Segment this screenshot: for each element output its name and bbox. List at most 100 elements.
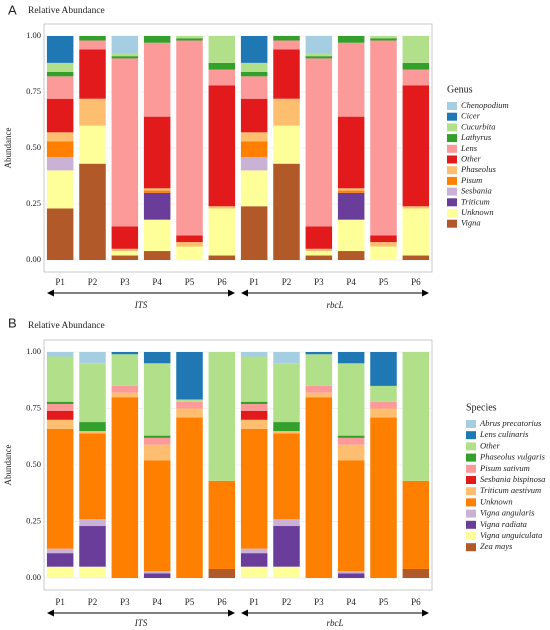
bar-segment	[370, 38, 397, 41]
bar-segment	[111, 53, 139, 57]
bar-segment	[111, 354, 139, 386]
bar-segment	[143, 352, 171, 364]
x-tick-label: P4	[152, 597, 162, 607]
bar-segment	[402, 480, 430, 569]
bar-segment	[143, 188, 171, 191]
legend-label: Abrus precatorius	[479, 418, 542, 428]
bar-segment	[208, 36, 236, 63]
bar-segment	[79, 519, 106, 527]
bar-segment	[305, 354, 333, 386]
bar-segment	[337, 36, 365, 43]
bar-segment	[111, 352, 139, 355]
bar-segment	[370, 401, 397, 409]
bar-segment	[273, 363, 300, 423]
legend-swatch	[466, 442, 476, 451]
bar-segment	[402, 62, 430, 70]
x-tick-label: P5	[185, 597, 195, 607]
bar-segment	[240, 403, 268, 411]
bar-segment	[402, 206, 430, 209]
legend-swatch	[447, 112, 457, 121]
y-tick-label: 0.50	[26, 459, 41, 469]
bar-segment	[208, 255, 236, 260]
bar-segment	[46, 132, 74, 142]
bar-segment	[46, 410, 74, 420]
y-axis-label: Abundance	[3, 128, 13, 169]
arrow-head	[422, 289, 429, 297]
bar-segment	[370, 417, 397, 578]
legend-swatch	[447, 134, 457, 143]
arrow-head	[47, 609, 54, 617]
y-tick-label: 0.00	[26, 572, 41, 582]
bar-segment	[176, 36, 203, 39]
legend-label: Sesbania bispinosa	[480, 474, 545, 484]
bar-segment	[337, 363, 365, 436]
bar-segment	[46, 403, 74, 411]
legend-swatch	[447, 219, 457, 228]
bar-segment	[143, 36, 171, 43]
bar-segment	[305, 255, 333, 260]
bar-segment	[240, 548, 268, 554]
arrow-head	[228, 609, 235, 617]
legend-label: Phaseolus	[460, 164, 497, 174]
bar-segment	[176, 40, 203, 236]
x-tick-label: P2	[282, 597, 292, 607]
bar-segment	[143, 460, 171, 572]
x-tick-label: P1	[249, 277, 259, 287]
bar-segment	[305, 58, 333, 227]
legend-label: Unknown	[480, 496, 513, 506]
bar-segment	[402, 69, 430, 86]
bar-segment	[208, 568, 236, 578]
panel-label: A	[8, 2, 17, 17]
bar-segment	[337, 435, 365, 438]
bar-segment	[46, 356, 74, 402]
bar-segment	[176, 242, 203, 247]
legend-swatch	[447, 144, 457, 153]
panel-label: B	[8, 315, 17, 330]
bar-segment	[111, 251, 139, 256]
bar-segment	[143, 573, 171, 578]
x-tick-label: P6	[411, 597, 421, 607]
x-tick-label: P1	[55, 277, 65, 287]
bar-segment	[46, 352, 74, 357]
bar-segment	[370, 235, 397, 243]
bar-segment	[240, 428, 268, 549]
legend-swatch	[447, 198, 457, 207]
legend-swatch	[447, 187, 457, 196]
bar-segment	[208, 208, 236, 256]
bar-segment	[273, 566, 300, 578]
bar-segment	[143, 444, 171, 461]
bar-segment	[337, 437, 365, 445]
bar-segment	[337, 444, 365, 461]
bar-segment	[402, 255, 430, 260]
legend-swatch	[466, 464, 476, 473]
bar-segment	[208, 85, 236, 207]
bar-segment	[240, 356, 268, 402]
group-label: rbcL	[326, 618, 343, 628]
bar-segment	[240, 132, 268, 142]
bar-segment	[46, 98, 74, 133]
bar-segment	[273, 519, 300, 527]
bar-segment	[143, 116, 171, 189]
bar-segment	[240, 98, 268, 133]
bar-segment	[402, 208, 430, 256]
arrow-head	[228, 289, 235, 297]
x-tick-label: P3	[314, 277, 324, 287]
bar-segment	[370, 385, 397, 402]
bar-segment	[273, 98, 300, 126]
bar-segment	[79, 40, 106, 50]
bar-segment	[337, 460, 365, 572]
bar-segment	[370, 352, 397, 386]
legend-label: Zea mays	[480, 541, 513, 551]
bar-segment	[111, 248, 139, 252]
bar-segment	[337, 188, 365, 191]
bar-segment	[79, 49, 106, 99]
bar-segment	[337, 571, 365, 574]
bar-segment	[46, 156, 74, 171]
bar-segment	[143, 435, 171, 438]
bar-segment	[111, 56, 139, 59]
bar-segment	[176, 38, 203, 41]
bar-segment	[143, 571, 171, 574]
bar-segment	[46, 36, 74, 63]
y-tick-label: 1.00	[26, 30, 41, 40]
legend-swatch	[466, 453, 476, 462]
